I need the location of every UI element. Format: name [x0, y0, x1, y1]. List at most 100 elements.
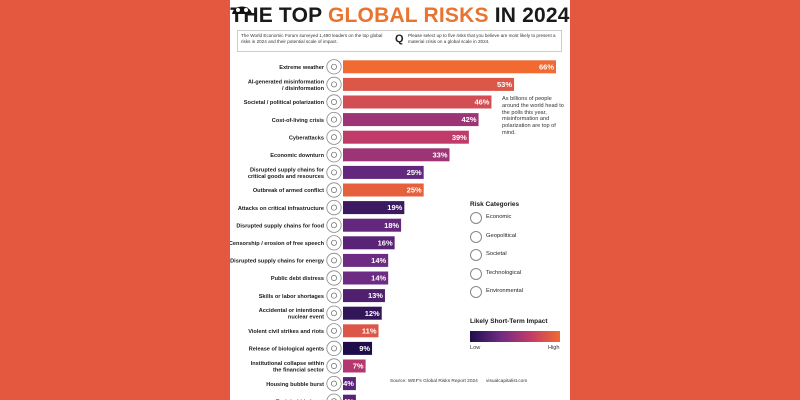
category-glyph [331, 363, 337, 369]
bar-value-label: 39% [452, 133, 467, 142]
bar [343, 359, 366, 373]
category-glyph [331, 310, 337, 317]
bar [343, 236, 395, 250]
bar-label: / disinformation [282, 86, 325, 92]
title-part-3: IN 2024 [488, 4, 570, 27]
bar [343, 324, 379, 338]
environmental-icon [470, 286, 482, 298]
legend-label: Environmental [486, 288, 524, 294]
bar-label: Censorship / erosion of free speech [230, 241, 325, 247]
bar [343, 289, 385, 303]
technological-icon [470, 267, 482, 280]
societal-icon [326, 235, 342, 251]
bar-label: critical goods and resources [248, 174, 324, 180]
bar [343, 183, 424, 197]
bar [343, 201, 405, 215]
bar-label: Release of biological agents [249, 347, 324, 353]
chart-row: Extreme weather 66% [279, 59, 556, 75]
bar-value-label: 42% [462, 115, 477, 124]
bar-label: Societal / political polarization [244, 100, 325, 106]
bar-value-label: 25% [407, 168, 422, 177]
bar-label: Disrupted supply chains for food [236, 223, 324, 229]
category-glyph [331, 134, 337, 141]
bar-value-label: 33% [432, 150, 447, 159]
impact-low-label: Low [470, 345, 481, 351]
bar-label: Outbreak of armed conflict [253, 188, 324, 194]
bar-label: Disrupted supply chains for [250, 167, 325, 173]
bar-label: Violent civil strikes and riots [248, 329, 324, 335]
technological-icon [326, 76, 342, 93]
legend-label: Societal [486, 251, 507, 257]
category-glyph [331, 239, 337, 246]
chart-row: Release of biological agents 9% [249, 340, 373, 356]
category-glyph [331, 275, 337, 281]
bar [343, 271, 389, 285]
economic-icon [326, 164, 342, 180]
bar-value-label: 53% [497, 80, 512, 89]
bar [343, 77, 515, 91]
title-accent: GLOBAL RISKS [327, 4, 489, 27]
infographic-card: THE TOP GLOBAL RISKS IN 2024 The World E… [230, 0, 570, 400]
category-glyph [331, 292, 337, 299]
chart-row: Attacks on critical infrastructure 19% [238, 200, 405, 216]
chart-row: Disrupted supply chains for food 18% [236, 217, 402, 233]
technological-icon [326, 340, 342, 356]
societal-icon [326, 323, 342, 339]
chart-row: Economic downturn 33% [270, 147, 450, 163]
bar [343, 130, 469, 144]
economic-icon [326, 287, 342, 304]
annotation-note: As billions of people around the world h… [502, 96, 564, 136]
economic-icon [326, 112, 342, 128]
footer-site: visualcapitalist.com [486, 379, 528, 384]
category-glyph [331, 257, 337, 264]
economic-icon [326, 393, 342, 400]
category-glyph [331, 327, 337, 334]
technological-icon [326, 200, 342, 216]
societal-icon [326, 94, 342, 110]
bar [343, 306, 382, 320]
bar-value-label: 25% [407, 186, 422, 195]
chart-row: Disrupted supply chains for energy 14% [230, 252, 389, 268]
economic-icon [326, 147, 342, 163]
legend-label: Technological [486, 269, 522, 276]
economic-icon [326, 270, 342, 286]
bar-label: Cyberattacks [289, 135, 324, 141]
intro-box: The World Economic Forum surveyed 1,490 … [237, 30, 562, 52]
bar [343, 60, 556, 74]
question-text: Please select up to five risks that you … [408, 33, 556, 44]
geopolitical-icon [326, 182, 342, 198]
economic-icon [326, 375, 342, 392]
economic-icon [326, 252, 342, 268]
legend-label: Economic [486, 214, 512, 220]
bar [343, 218, 402, 232]
bar [343, 341, 373, 355]
chart-row: Public debt distress 14% [271, 270, 389, 286]
geopolitical-icon [470, 230, 482, 243]
bar-value-label: 12% [365, 309, 380, 318]
societal-icon [470, 249, 482, 261]
bar-label: Housing bubble burst [266, 382, 324, 388]
bar-label: Attacks on critical infrastructure [238, 206, 324, 212]
bar-label: the financial sector [273, 368, 325, 374]
environmental-icon [326, 59, 342, 75]
bar-label: Institutional collapse within [251, 361, 325, 367]
category-glyph [331, 151, 337, 158]
bar [343, 253, 389, 267]
bar-label: Skills or labor shortages [259, 294, 324, 300]
bar [343, 148, 450, 162]
question-mark: Q [395, 33, 404, 45]
category-glyph [331, 187, 337, 193]
economic-icon [470, 212, 482, 224]
risk-bar-chart: Extreme weather 66% AI-generated misinform… [230, 59, 556, 400]
bar-label: Public debt distress [271, 276, 324, 282]
bar-label: Economic downturn [270, 153, 324, 159]
bar-value-label: 14% [371, 274, 386, 283]
category-glyph [331, 81, 337, 88]
bar-value-label: 11% [362, 326, 377, 335]
chart-row: Cost-of-living crisis 42% [272, 112, 479, 128]
chart-row: AI-generated misinformation/ disinformat… [248, 76, 515, 93]
